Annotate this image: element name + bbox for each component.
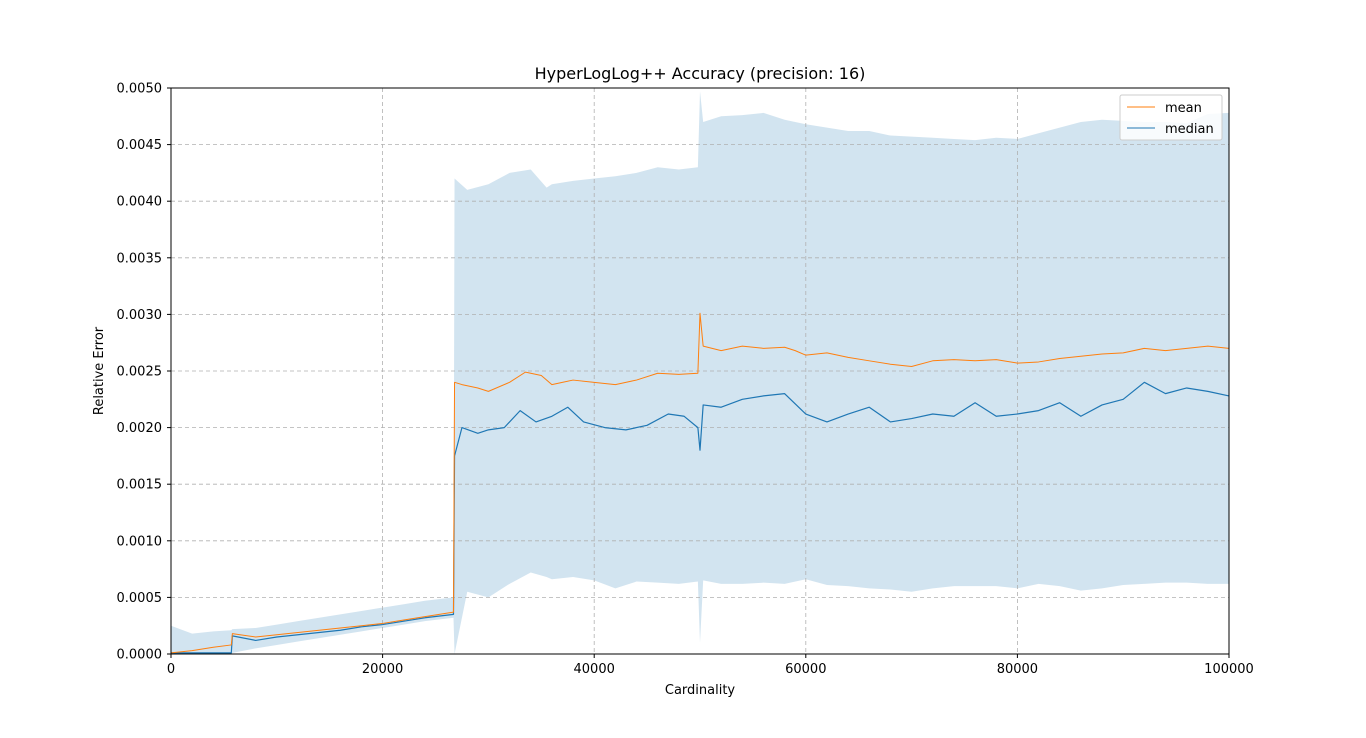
y-tick-label: 0.0005 [117, 591, 163, 606]
y-tick-label: 0.0045 [117, 138, 163, 153]
x-tick-label: 40000 [574, 662, 615, 677]
x-tick-label: 80000 [997, 662, 1038, 677]
series-line-median [171, 381, 1230, 654]
y-tick-label: 0.0000 [117, 648, 163, 663]
plot-area [170, 88, 1230, 654]
y-tick-label: 0.0015 [117, 478, 163, 493]
legend-label-median: median [1165, 122, 1214, 137]
legend-box [1119, 94, 1223, 141]
x-axis: 0 20000 40000 60000 80000 100000 [167, 654, 1254, 677]
legend-label-mean: mean [1165, 101, 1202, 116]
series-layer [170, 312, 1230, 654]
y-tick-label: 0.0040 [117, 195, 163, 210]
legend: mean median [1119, 94, 1223, 141]
y-axis: 0.0000 0.0005 0.0010 0.0015 0.0020 0.0025 0.00… [117, 82, 171, 663]
grid-layer [171, 88, 1229, 654]
x-axis-label: Cardinality [665, 683, 736, 698]
x-tick-label: 0 [167, 662, 175, 677]
chart-title: HyperLogLog++ Accuracy (precision: 16) [535, 64, 866, 83]
y-tick-label: 0.0025 [117, 365, 163, 380]
confidence-band [171, 91, 1229, 654]
x-tick-label: 60000 [785, 662, 826, 677]
band-layer [171, 91, 1229, 654]
x-tick-label: 20000 [362, 662, 403, 677]
y-tick-label: 0.0030 [117, 308, 163, 323]
y-tick-label: 0.0050 [117, 82, 163, 97]
series-line-mean [170, 312, 1230, 654]
y-tick-label: 0.0020 [117, 421, 163, 436]
x-tick-label: 100000 [1204, 662, 1254, 677]
y-axis-label: Relative Error [92, 326, 107, 415]
y-tick-label: 0.0010 [117, 534, 163, 549]
y-tick-label: 0.0035 [117, 251, 163, 266]
